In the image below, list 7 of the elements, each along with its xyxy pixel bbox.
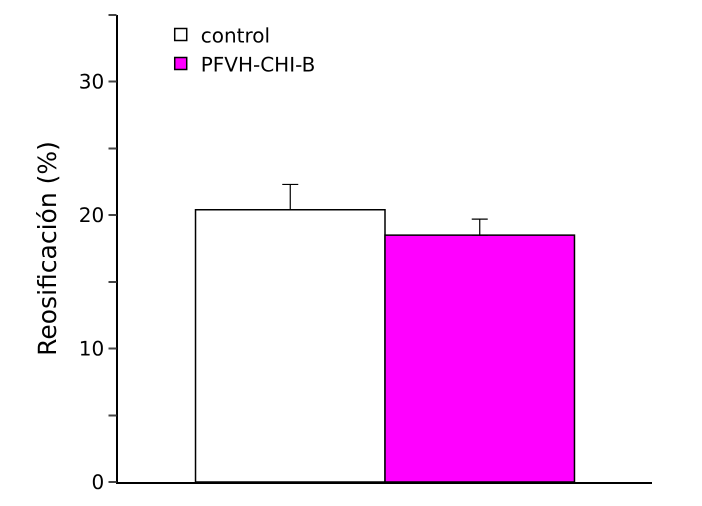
y-tick-label: 20 [78, 203, 104, 228]
y-tick-label: 30 [78, 70, 104, 94]
legend-label: control [200, 23, 270, 48]
legend-label: PFVH-CHI-B [200, 52, 316, 76]
y-axis-title: Reosificación (%) [33, 141, 62, 356]
y-tick-label: 10 [78, 336, 104, 361]
y-tick-label: 0 [92, 470, 104, 494]
